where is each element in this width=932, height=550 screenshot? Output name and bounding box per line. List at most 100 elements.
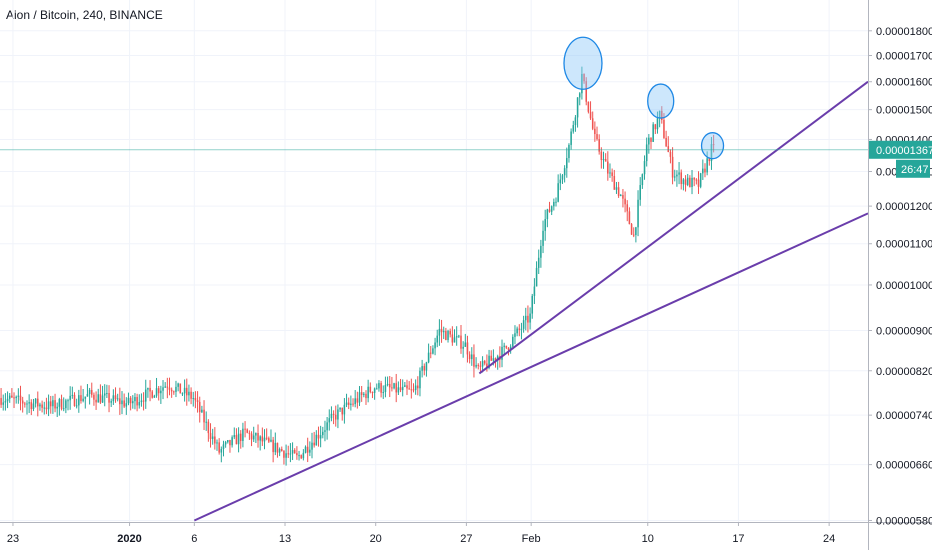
candle — [617, 181, 620, 198]
candle — [142, 392, 145, 411]
candle — [196, 391, 199, 413]
candle-body — [483, 361, 486, 364]
candle-body — [229, 440, 231, 446]
candle-body — [153, 395, 156, 398]
candle — [58, 397, 61, 416]
candle — [298, 450, 300, 461]
price-tick-label: 0.00001700 — [876, 51, 932, 63]
candle — [214, 427, 216, 450]
candle — [559, 173, 562, 191]
candle — [555, 197, 557, 207]
candle — [147, 387, 149, 398]
time-tick-label: 10 — [642, 533, 654, 545]
candle-body — [540, 245, 542, 258]
candle — [451, 326, 454, 346]
candle — [693, 177, 695, 187]
candle-body — [665, 137, 667, 147]
candle — [352, 398, 354, 407]
annotation-circle-1[interactable] — [647, 83, 675, 119]
candle-body — [194, 398, 197, 401]
candle — [339, 407, 341, 412]
candle — [548, 201, 551, 213]
candle-body — [447, 330, 449, 340]
candle-body — [388, 383, 391, 388]
candle — [598, 134, 600, 155]
candle-body — [300, 455, 302, 459]
annotation-layer[interactable] — [563, 36, 725, 160]
candle-body — [669, 151, 672, 157]
candle-body — [414, 385, 417, 391]
candle-body — [630, 224, 633, 235]
candle-body — [462, 346, 464, 349]
candle — [650, 137, 652, 150]
candle-body — [67, 400, 69, 402]
candle-body — [399, 387, 402, 391]
legend-exchange: BINANCE — [109, 8, 163, 22]
candle-body — [164, 386, 166, 388]
candle-body — [227, 440, 229, 443]
candle-body — [492, 358, 495, 361]
candle-body — [693, 177, 695, 180]
candle — [395, 373, 397, 403]
candle-body — [596, 134, 598, 140]
candle — [259, 435, 261, 451]
candle — [365, 390, 367, 405]
candle-body — [550, 206, 553, 212]
candle-body — [157, 388, 160, 394]
price-tick-label: 0.00001100 — [876, 239, 932, 251]
candle — [127, 392, 130, 406]
candle-body — [507, 347, 510, 350]
candle — [283, 450, 285, 465]
candle-body — [220, 448, 223, 453]
candle — [561, 174, 564, 184]
candle — [503, 342, 505, 355]
candle-body — [408, 388, 410, 390]
trend-layer[interactable] — [193, 80, 869, 522]
candle — [272, 436, 274, 463]
annotation-circle-2[interactable] — [700, 132, 725, 160]
candle-body — [6, 398, 9, 402]
candle — [207, 419, 210, 442]
candle-body — [13, 397, 15, 399]
candle — [347, 397, 350, 410]
candle — [116, 393, 119, 402]
candle — [32, 398, 35, 412]
candle-body — [263, 437, 266, 442]
candle-body — [691, 177, 693, 188]
candle — [546, 208, 549, 228]
candle — [166, 377, 169, 399]
candle-body — [144, 389, 147, 402]
candle — [429, 346, 432, 359]
candle — [322, 426, 324, 439]
candle-body — [704, 168, 706, 173]
candle-body — [617, 187, 620, 196]
candle-body — [80, 395, 82, 402]
candle-body — [570, 131, 572, 145]
time-axis-bg — [0, 522, 932, 550]
candle — [665, 130, 667, 148]
candle — [188, 384, 190, 402]
candle — [291, 442, 294, 461]
candle-body — [537, 257, 540, 268]
candle — [345, 393, 348, 408]
trendline-1[interactable] — [478, 80, 869, 375]
candle — [602, 151, 605, 169]
candle-body — [583, 73, 585, 82]
legend-sep-2: , — [102, 8, 110, 22]
candle-body — [97, 394, 100, 403]
candle — [313, 431, 315, 448]
candle-body — [458, 335, 460, 337]
annotation-circle-0[interactable] — [563, 36, 603, 90]
candle-body — [449, 330, 451, 335]
candle — [231, 435, 233, 448]
candle — [585, 77, 588, 106]
candle-body — [170, 389, 173, 392]
candle-body — [494, 358, 497, 361]
candle-body — [103, 393, 106, 396]
candle-body — [337, 409, 339, 420]
candle-body — [95, 399, 97, 403]
candle-body — [311, 442, 313, 450]
trendline-0[interactable] — [193, 212, 869, 522]
